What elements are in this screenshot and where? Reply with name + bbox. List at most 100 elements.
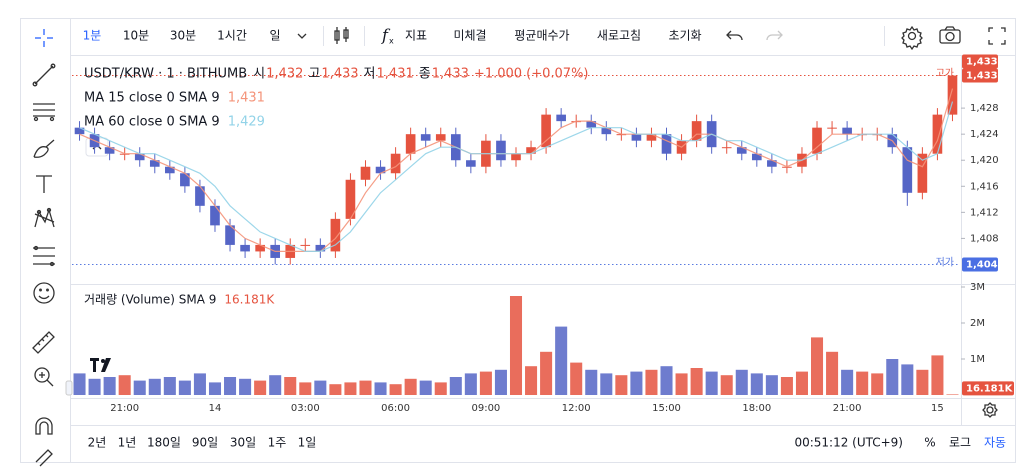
clock: 00:51:12 (UTC+9) bbox=[794, 436, 903, 450]
undo-button[interactable] bbox=[726, 30, 743, 41]
scale-option[interactable]: 로그 bbox=[949, 436, 971, 450]
price-tick-label: 1,416 bbox=[970, 181, 999, 192]
interval-button[interactable]: 10분 bbox=[123, 29, 149, 43]
candle-body bbox=[526, 147, 536, 154]
volume-bar bbox=[208, 382, 222, 395]
range-button[interactable]: 1년 bbox=[118, 436, 137, 450]
time-tick-label: 18:00 bbox=[742, 403, 771, 414]
candle-body bbox=[149, 160, 160, 167]
volume-bar bbox=[494, 369, 507, 395]
toolbar-button[interactable]: 새로고침 bbox=[597, 29, 641, 43]
volume-bar bbox=[600, 373, 613, 395]
interval-button[interactable]: 일 bbox=[269, 29, 280, 43]
collapse-handle[interactable] bbox=[65, 380, 73, 396]
pattern-tool[interactable] bbox=[34, 207, 55, 228]
toolbar-button[interactable]: 평균매수가 bbox=[514, 29, 569, 43]
volume-bar bbox=[374, 382, 387, 395]
price-tick-label: 1,420 bbox=[970, 155, 999, 166]
fullscreen-button[interactable] bbox=[988, 27, 1006, 45]
volume-bar bbox=[284, 377, 297, 395]
text-tool[interactable] bbox=[36, 175, 52, 193]
volume-bar bbox=[404, 378, 417, 395]
candle-body bbox=[180, 173, 190, 187]
toolbar-button[interactable]: 초기화 bbox=[668, 29, 701, 43]
candle-body bbox=[165, 166, 175, 174]
volume-bar bbox=[901, 364, 914, 395]
interval-button[interactable]: 1시간 bbox=[217, 29, 247, 43]
candle-body bbox=[240, 244, 250, 252]
low-line-label: 저가 bbox=[936, 256, 954, 268]
scale-option[interactable]: 자동 bbox=[984, 436, 1006, 450]
magnet-tool[interactable] bbox=[35, 417, 53, 435]
time-tick-label: 21:00 bbox=[833, 403, 862, 414]
last-price-tag-box bbox=[962, 54, 998, 69]
fx-icon-sub: x bbox=[389, 37, 394, 46]
volume-bar bbox=[73, 373, 86, 395]
volume-bar bbox=[826, 351, 839, 395]
range-button[interactable]: 180일 bbox=[147, 436, 181, 450]
candle-body bbox=[631, 134, 642, 141]
volume-bar bbox=[88, 378, 101, 395]
volume-bar bbox=[178, 380, 191, 395]
redo-button[interactable] bbox=[766, 30, 783, 41]
volume-bar bbox=[509, 296, 523, 395]
ma-legend-value: 1,431 bbox=[228, 91, 265, 106]
range-button[interactable]: 1일 bbox=[298, 436, 317, 450]
volume-bar bbox=[795, 371, 808, 395]
pencil-tool[interactable] bbox=[35, 449, 53, 467]
horizontal-lines-tool[interactable] bbox=[33, 103, 55, 122]
range-button[interactable]: 2년 bbox=[88, 436, 107, 450]
volume-bar bbox=[163, 377, 176, 395]
candle-body bbox=[902, 147, 913, 193]
candle-body bbox=[932, 114, 943, 154]
volume-bar bbox=[705, 371, 718, 395]
volume-bar bbox=[871, 373, 884, 395]
interval-button[interactable]: 30분 bbox=[170, 29, 196, 43]
candle-body bbox=[736, 147, 747, 154]
time-tick-label: 14 bbox=[209, 403, 222, 414]
volume-bar bbox=[735, 369, 748, 395]
chart-type-button[interactable] bbox=[334, 27, 349, 44]
symbol: USDT/KRW · 1 · BITHUMB bbox=[84, 67, 247, 82]
volume-bar bbox=[314, 380, 327, 395]
interval-dropdown[interactable] bbox=[297, 33, 307, 39]
candle-body bbox=[767, 160, 777, 167]
candle-body bbox=[435, 134, 446, 141]
candle-body bbox=[390, 153, 401, 174]
labels: 1분 10분 30분 1시간 일 지표 미체결 평균매수가 새로고침 초기화 1,408 1,412 1… bbox=[83, 29, 1014, 450]
scale-option[interactable]: % bbox=[924, 436, 935, 450]
volume-bar bbox=[133, 380, 146, 395]
settings-button[interactable] bbox=[901, 25, 923, 51]
volume-bar bbox=[690, 368, 703, 395]
volume-bar bbox=[269, 375, 282, 395]
candle-body bbox=[300, 244, 311, 246]
toolbar-button[interactable]: 지표 bbox=[405, 29, 427, 43]
volume-bar bbox=[856, 371, 869, 395]
trend-line-tool[interactable] bbox=[32, 63, 56, 87]
time-tick-label: 15:00 bbox=[652, 403, 681, 414]
candle-body bbox=[947, 75, 958, 115]
candle-body bbox=[315, 244, 326, 252]
time-tick-label: 15 bbox=[931, 403, 944, 414]
zoom-tool[interactable] bbox=[34, 367, 54, 387]
fib-tool[interactable] bbox=[33, 245, 55, 267]
volume-bar bbox=[675, 373, 688, 395]
candle-body bbox=[691, 121, 702, 141]
brush-tool[interactable] bbox=[33, 139, 55, 158]
range-button[interactable]: 30일 bbox=[230, 436, 256, 450]
ma-line bbox=[79, 101, 954, 252]
interval-button[interactable]: 1분 bbox=[83, 29, 102, 43]
crosshair-tool[interactable] bbox=[35, 29, 53, 47]
price-tick-label: 1,412 bbox=[970, 207, 999, 218]
emoji-tool[interactable] bbox=[33, 282, 55, 304]
range-button[interactable]: 1주 bbox=[268, 436, 287, 450]
screenshot-button[interactable] bbox=[939, 26, 961, 44]
toolbar-button[interactable]: 미체결 bbox=[453, 29, 486, 43]
range-button[interactable]: 90일 bbox=[192, 436, 218, 450]
ma-legend-name: MA 60 close 0 SMA 9 bbox=[84, 115, 220, 130]
ruler-tool[interactable] bbox=[32, 331, 55, 354]
ohlc-label: 저 bbox=[364, 67, 376, 82]
time-axis-settings[interactable] bbox=[982, 402, 998, 418]
